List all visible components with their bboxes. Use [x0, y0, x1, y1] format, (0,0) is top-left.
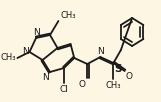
Text: CH₃: CH₃: [60, 11, 76, 20]
Text: S: S: [114, 64, 122, 74]
Text: N: N: [33, 28, 39, 37]
Text: O: O: [78, 80, 85, 89]
Text: O: O: [126, 72, 133, 81]
Text: CH₃: CH₃: [1, 54, 16, 63]
Text: N: N: [22, 48, 28, 57]
Text: CH₃: CH₃: [106, 81, 121, 90]
Text: N: N: [42, 73, 49, 82]
Text: Cl: Cl: [60, 85, 68, 94]
Text: N: N: [97, 47, 104, 56]
